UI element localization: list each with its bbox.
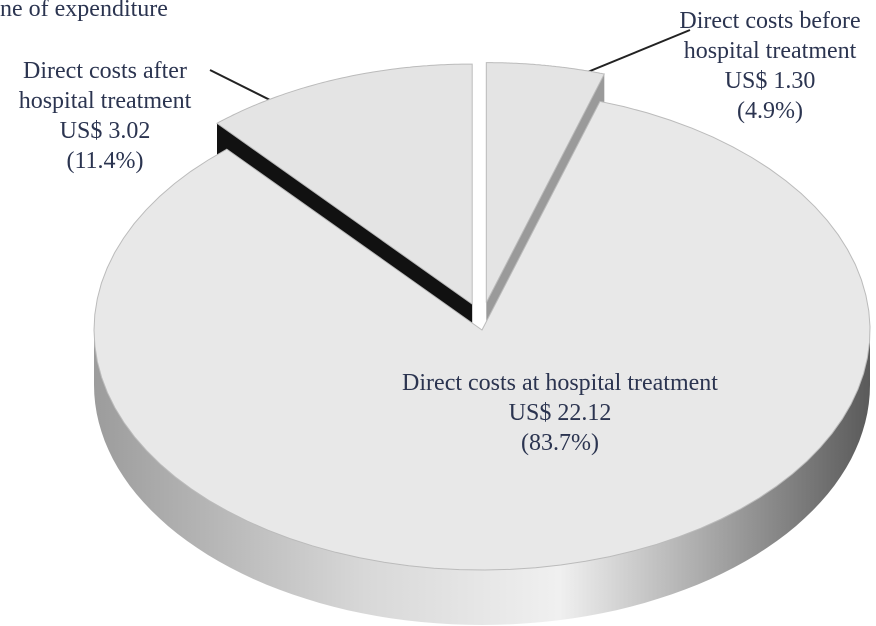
slice-side — [94, 330, 870, 625]
slice-label: Direct costs at hospital treatment US$ 22… — [400, 368, 720, 458]
data-label: US$ 22.12 — [508, 400, 612, 426]
data-label: (4.9%) — [737, 98, 803, 124]
slice-label: Direct costs after hospital treatment US$… — [0, 56, 210, 176]
slice-label: Direct costs before hospital treatment US… — [660, 6, 876, 126]
slice — [485, 62, 606, 303]
category-label: Direct costs at hospital treatment — [402, 370, 718, 396]
data-label: US$ 1.30 — [724, 68, 816, 94]
data-label: (83.7%) — [521, 430, 599, 456]
data-label: US$ 3.02 — [59, 118, 151, 144]
data-label: (11.4%) — [66, 148, 144, 174]
chart-title: ne of expenditure — [0, 0, 168, 22]
category-label: Direct costs before hospital treatment — [679, 8, 861, 64]
slice — [93, 100, 871, 571]
category-label: Direct costs after hospital treatment — [18, 58, 192, 114]
slice — [216, 63, 473, 306]
